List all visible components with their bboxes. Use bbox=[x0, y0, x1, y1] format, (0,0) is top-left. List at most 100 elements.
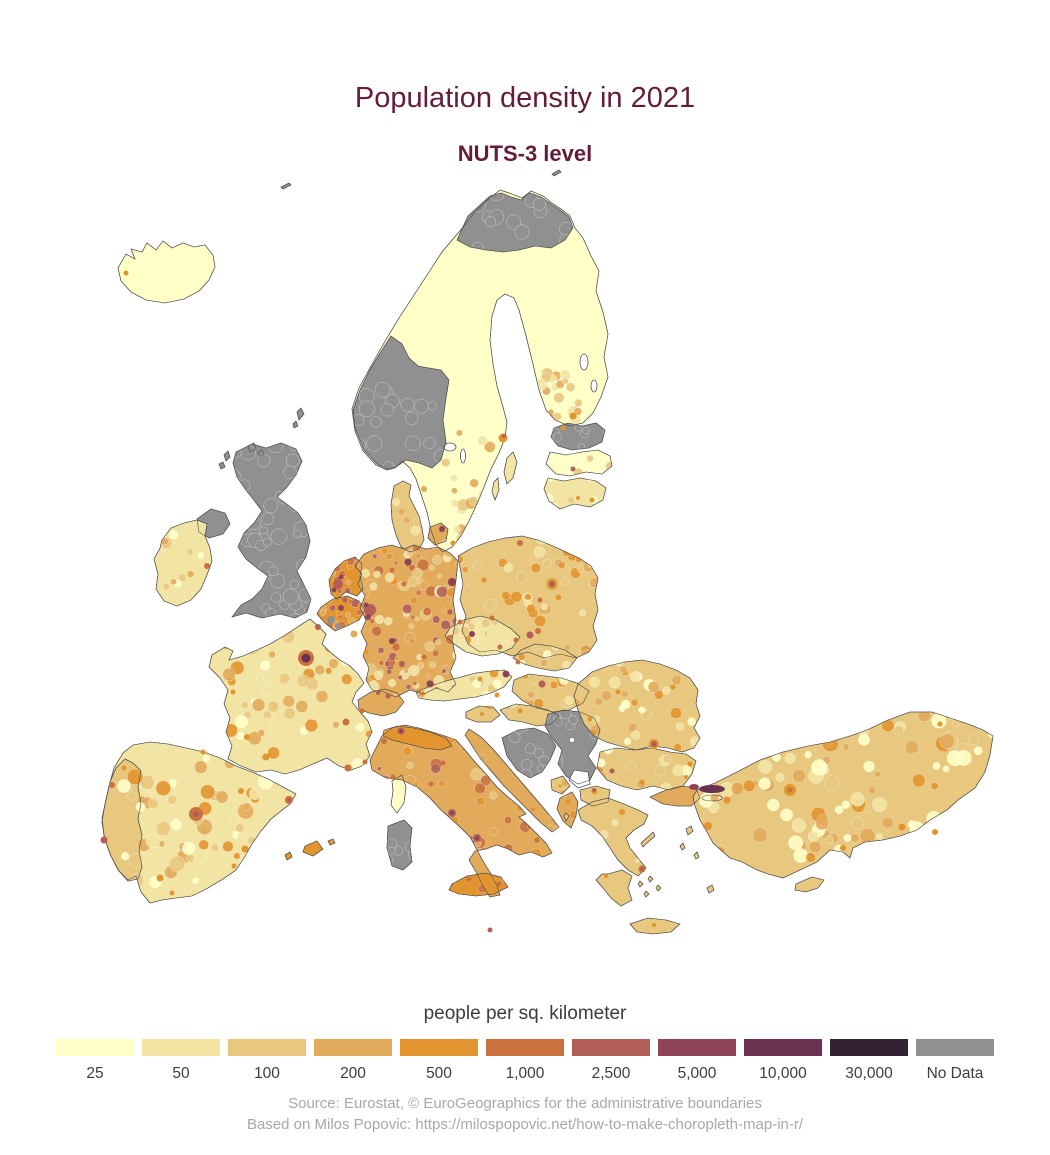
mosaic-norway-south bbox=[353, 381, 448, 469]
legend-items: 25 50 100 200 500 1,000 2,500 5,000 10,000 30,000… bbox=[56, 1039, 994, 1083]
legend-label: 100 bbox=[254, 1065, 280, 1082]
page-title: Population density in 2021 bbox=[354, 82, 696, 114]
city-dot-palermo bbox=[466, 876, 472, 882]
city-dot-rotterdam bbox=[331, 587, 337, 593]
border-croatia bbox=[499, 703, 560, 727]
border-netherlands bbox=[328, 556, 364, 600]
city-dot-florence bbox=[428, 781, 434, 787]
border-shetland bbox=[292, 407, 305, 429]
legend-item: 50 bbox=[142, 1039, 220, 1083]
legend-swatch bbox=[400, 1039, 478, 1056]
legend-label: No Data bbox=[926, 1065, 984, 1082]
city-dot-paris bbox=[301, 653, 311, 663]
city-dot-krakow bbox=[535, 628, 541, 634]
city-dot-ankara-core bbox=[787, 787, 793, 793]
city-dot-plovdiv bbox=[639, 779, 645, 785]
border-greece bbox=[577, 797, 649, 877]
border-svalbard-speck bbox=[551, 169, 562, 177]
city-dot-belgrade bbox=[570, 738, 574, 742]
city-dots bbox=[100, 270, 943, 933]
region-iceland bbox=[117, 240, 216, 304]
border-peloponnese bbox=[595, 869, 633, 907]
city-dot-graz bbox=[494, 692, 500, 698]
legend-title: people per sq. kilometer bbox=[423, 1003, 627, 1024]
city-dot-thessaloniki bbox=[619, 809, 625, 815]
region-cyprus bbox=[794, 876, 825, 893]
city-dot-prague bbox=[469, 631, 475, 637]
border-romania bbox=[573, 659, 701, 753]
legend-item: 25 bbox=[56, 1039, 134, 1083]
border-lakes bbox=[590, 379, 598, 393]
city-dot-iasi bbox=[670, 684, 676, 690]
city-dot-reykjavik bbox=[123, 270, 129, 276]
city-dot-randstad bbox=[333, 579, 343, 589]
border-poland bbox=[457, 535, 599, 659]
city-dot-adana bbox=[898, 823, 906, 831]
legend-item: 30,000 bbox=[830, 1039, 908, 1083]
legend-label: 10,000 bbox=[759, 1065, 807, 1082]
city-dot-trabzon bbox=[937, 721, 943, 727]
city-dot-stuttgart bbox=[399, 661, 405, 667]
city-dot-lisbon bbox=[100, 836, 108, 844]
legend-swatch bbox=[56, 1039, 134, 1056]
city-dot-hamburg bbox=[404, 558, 412, 566]
city-dot-vigo bbox=[121, 765, 127, 771]
city-dot-brussels bbox=[338, 605, 344, 611]
border-serbia bbox=[544, 709, 601, 785]
city-dot-barcelona-core bbox=[287, 798, 291, 802]
city-dot-frankfurt bbox=[389, 638, 395, 644]
city-dot-nantes bbox=[230, 689, 236, 695]
city-dot-bremen bbox=[389, 567, 395, 573]
legend-swatch bbox=[830, 1039, 908, 1056]
border-norway-south bbox=[352, 335, 450, 470]
city-dot-malmo bbox=[450, 540, 456, 546]
city-dot-madrid-core bbox=[193, 811, 199, 817]
city-dot-luxembourg bbox=[350, 630, 358, 638]
border-turkey bbox=[692, 711, 994, 879]
legend-item: 200 bbox=[314, 1039, 392, 1083]
city-dot-ljubljana bbox=[480, 712, 484, 716]
city-dot-nuremberg bbox=[421, 654, 427, 660]
city-dot-zaragoza bbox=[238, 788, 244, 794]
city-dot-turin bbox=[381, 738, 387, 744]
legend-swatch bbox=[744, 1039, 822, 1056]
city-dot-munich bbox=[426, 680, 434, 688]
city-dot-podgorica bbox=[558, 784, 562, 788]
border-po-valley bbox=[382, 725, 453, 751]
border-austria bbox=[415, 669, 513, 702]
city-dot-poznan bbox=[481, 577, 487, 583]
city-dot-kaunas bbox=[576, 496, 580, 500]
city-dot-dresden bbox=[457, 619, 463, 625]
city-dot-ostrava bbox=[513, 637, 519, 643]
city-dot-tirana bbox=[565, 799, 571, 805]
border-sicily bbox=[448, 872, 509, 897]
city-dot-budapest bbox=[538, 680, 546, 688]
city-dot-vienna bbox=[502, 670, 510, 678]
city-dot-gdansk bbox=[517, 540, 523, 546]
city-dot-gothenburg bbox=[421, 486, 427, 492]
legend-label: 2,500 bbox=[591, 1065, 631, 1082]
city-dot-timisoara bbox=[587, 716, 593, 722]
border-czechia bbox=[444, 615, 521, 657]
city-dot-lodz bbox=[537, 597, 543, 603]
region-oland bbox=[491, 477, 500, 501]
legend-swatch bbox=[142, 1039, 220, 1056]
city-dot-skopje bbox=[592, 788, 596, 792]
city-dot-athens-core bbox=[640, 867, 644, 871]
city-dot-mainz bbox=[392, 643, 400, 651]
city-dot-bari bbox=[534, 837, 540, 843]
border-lithuania bbox=[543, 477, 607, 510]
city-dot-amsterdam bbox=[338, 574, 344, 580]
legend-item: 10,000 bbox=[744, 1039, 822, 1083]
border-corsica bbox=[390, 774, 407, 814]
city-dot-naples-core bbox=[475, 836, 479, 840]
legend-item: 1,000 bbox=[486, 1039, 564, 1083]
border-estonia bbox=[550, 422, 606, 451]
legend-item: No Data bbox=[916, 1039, 994, 1083]
border-slovenia bbox=[465, 705, 501, 723]
border-italy bbox=[369, 724, 553, 898]
city-dot-stockholm-core bbox=[502, 434, 506, 438]
city-dot-zurich bbox=[385, 693, 391, 699]
city-dot-heraklion bbox=[652, 923, 656, 927]
